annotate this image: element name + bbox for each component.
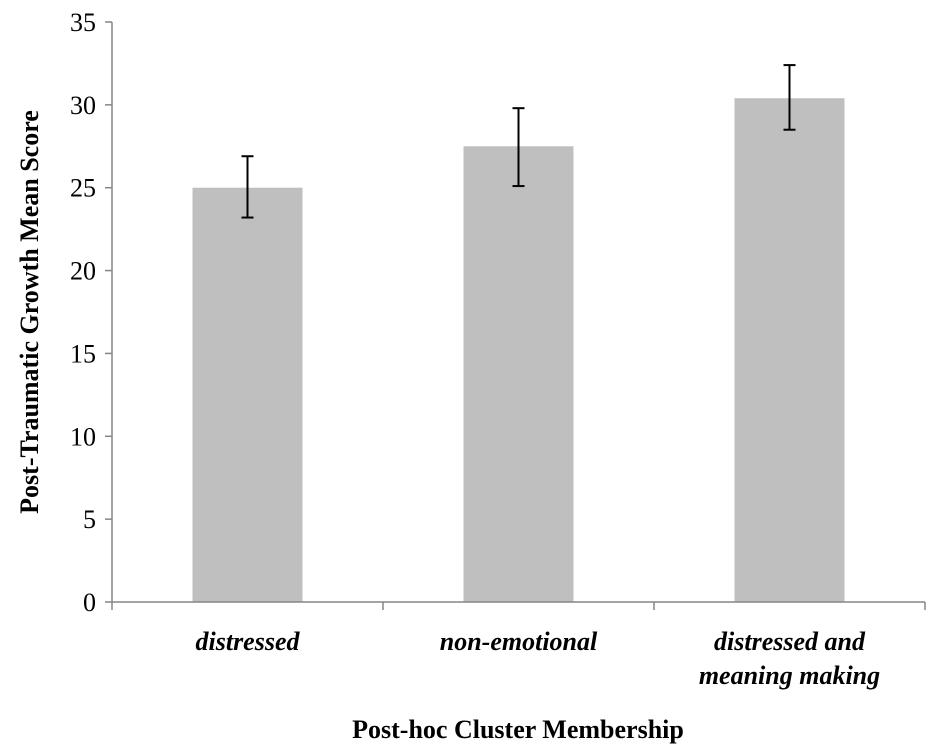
y-tick-label-30: 30 [70,91,96,120]
y-tick-label-5: 5 [83,505,96,534]
y-tick-label-20: 20 [70,257,96,286]
x-axis-title: Post-hoc Cluster Membership [352,715,684,744]
error-bar-1 [241,155,254,219]
bar-2 [463,146,574,603]
bars-group [192,98,845,603]
bar-1 [192,187,303,602]
y-tick-labels: 0 5 10 15 20 25 30 35 [70,8,96,617]
y-axis-title: Post-Traumatic Growth Mean Score [15,110,44,514]
y-tick-label-35: 35 [70,8,96,37]
y-tick-label-0: 0 [83,588,96,617]
bar-3 [734,98,845,602]
x-tick-label-2: non-emotional [440,627,598,656]
error-bar-2 [512,107,525,188]
x-tick-label-1: distressed [196,627,301,656]
error-bar-3 [783,64,796,131]
x-tick-label-3-line-1: distressed and [714,627,866,656]
y-tick-label-10: 10 [70,422,96,451]
x-tick-label-3-line-2: meaning making [699,661,880,690]
y-tick-label-15: 15 [70,339,96,368]
x-tick-labels: distressed non-emotional distressed and mea… [196,627,881,690]
axes-group [105,21,926,610]
error-bars-group [241,64,796,219]
y-tick-label-25: 25 [70,174,96,203]
